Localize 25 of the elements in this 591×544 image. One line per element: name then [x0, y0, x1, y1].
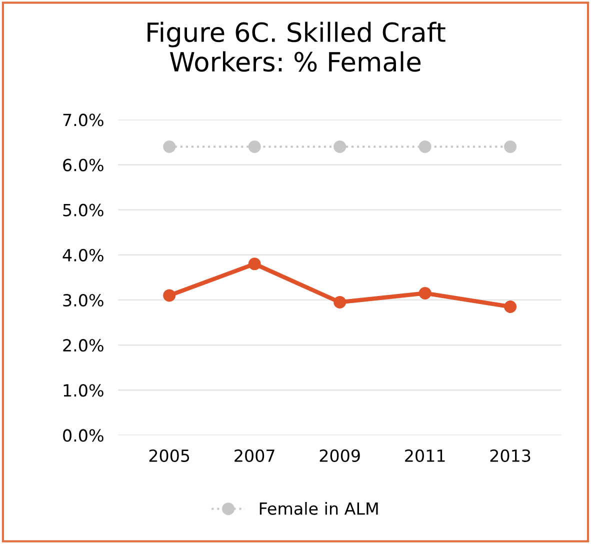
point — [418, 140, 432, 153]
legend-label: Female in ALM — [260, 502, 378, 515]
x-tick-label: 2005 — [149, 449, 190, 462]
point — [163, 289, 176, 302]
y-tick-label: 4.0% — [62, 248, 104, 262]
chart-title: Figure 6C. Skilled Craft Workers: % Female — [148, 22, 446, 72]
point — [248, 258, 261, 270]
x-tick-label: 2013 — [490, 449, 530, 462]
point — [334, 140, 346, 153]
x-tick-label: 2011 — [405, 449, 445, 462]
point — [248, 140, 261, 153]
point — [163, 140, 176, 153]
y-tick-label: 3.0% — [63, 294, 104, 307]
x-tick-label: 2009 — [320, 449, 360, 462]
point — [334, 296, 346, 308]
y-tick-label: 5.0% — [63, 204, 104, 216]
y-tick-label: 2.0% — [63, 339, 104, 352]
x-tick-label: 2007 — [234, 449, 274, 462]
point — [418, 286, 432, 300]
y-tick-label: 0.0% — [63, 429, 104, 442]
y-tick-label: 1.0% — [64, 384, 104, 397]
point — [504, 300, 517, 313]
y-tick-label: 7.0% — [63, 114, 104, 126]
y-tick-label: 6.0% — [63, 158, 104, 172]
point — [504, 140, 517, 153]
